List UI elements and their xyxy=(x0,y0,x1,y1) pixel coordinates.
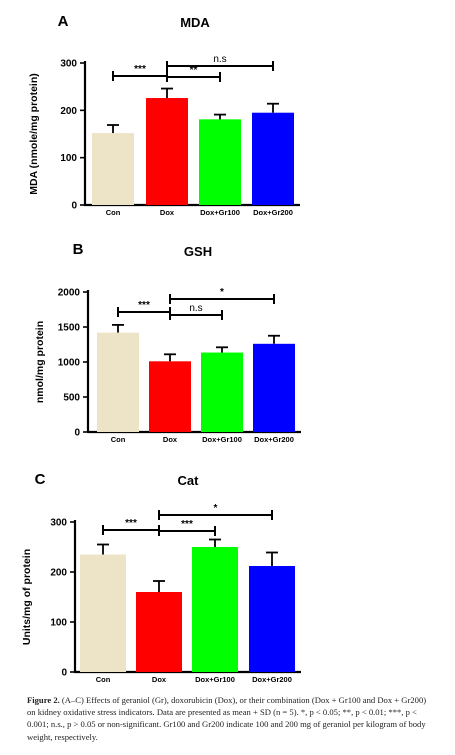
panel-c-bar-doxgr200 xyxy=(249,566,295,672)
panel-b-bar-doxgr200 xyxy=(253,343,295,432)
panel-a-sig-label: n.s xyxy=(213,54,226,65)
panel-c-y-tick-label: 200 xyxy=(50,568,67,579)
panel-b-sig-label: *** xyxy=(138,300,150,311)
panel-a-category-label: Dox xyxy=(160,208,175,217)
panel-b-y-tick-label: 2000 xyxy=(58,288,81,299)
panel-a-bar-doxgr200 xyxy=(252,112,294,205)
panel-a-sig-label: ** xyxy=(190,65,198,76)
panel-c-y-tick-label: 0 xyxy=(61,668,67,679)
panel-c-category-label: Con xyxy=(96,675,111,684)
panel-a-letter: A xyxy=(58,13,69,30)
panel-b-bar-doxgr100 xyxy=(201,352,243,432)
panel-b-y-tick-label: 1500 xyxy=(58,323,81,334)
panel-a-category-label: Con xyxy=(106,208,121,217)
panel-b-category-label: Dox+Gr200 xyxy=(254,435,294,444)
panel-c-title: Cat xyxy=(178,473,200,488)
panel-c-category-label: Dox xyxy=(152,675,167,684)
panel-b-letter: B xyxy=(73,241,84,258)
panel-a-bar-con xyxy=(92,133,134,205)
panel-c-y-tick-label: 300 xyxy=(50,518,67,529)
figure-canvas: A MDA 0 100 200 300 MDA (nmole/mg protein) Con D… xyxy=(21,13,301,684)
panel-a-bar-doxgr100 xyxy=(199,119,241,205)
panel-b-category-label: Con xyxy=(111,435,126,444)
panel-a-y-tick-label: 300 xyxy=(60,59,77,70)
caption-label: Figure 2. xyxy=(27,695,60,705)
panel-c-category-label: Dox+Gr200 xyxy=(252,675,292,684)
panel-c-bar-dox xyxy=(136,592,182,672)
panel-b-bar-dox xyxy=(149,361,191,432)
panel-a-title: MDA xyxy=(180,15,210,30)
panel-c-bar-doxgr100 xyxy=(192,547,238,672)
panel-b-sig-label: * xyxy=(220,287,224,298)
panel-b-category-label: Dox xyxy=(163,435,178,444)
panel-a-y-tick-label: 0 xyxy=(71,201,77,212)
panel-a-y-tick-label: 100 xyxy=(60,153,77,164)
panel-b-y-axis-label: nmol/mg protein xyxy=(34,321,46,403)
figure-caption: Figure 2. (A–C) Effects of geraniol (Gr)… xyxy=(27,694,432,743)
panel-c-bar-con xyxy=(80,554,126,672)
panel-b-y-tick-label: 500 xyxy=(63,393,80,404)
panel-c-y-tick-label: 100 xyxy=(50,618,67,629)
panel-c-letter: C xyxy=(35,471,46,488)
panel-a-y-tick-label: 200 xyxy=(60,106,77,117)
caption-text: (A–C) Effects of geraniol (Gr), doxorubi… xyxy=(27,695,427,742)
panel-c-category-label: Dox+Gr100 xyxy=(195,675,235,684)
panel-b-category-label: Dox+Gr100 xyxy=(202,435,242,444)
panel-c-y-axis-label: Units/mg of protein xyxy=(21,549,33,645)
panel-c-sig-label: * xyxy=(214,503,218,514)
panel-b-y-tick-label: 1000 xyxy=(58,358,81,369)
panel-a-bar-dox xyxy=(146,98,188,205)
panel-c-sig-label: *** xyxy=(125,518,137,529)
panel-a-category-label: Dox+Gr100 xyxy=(200,208,240,217)
panel-b-title: GSH xyxy=(184,244,212,259)
panel-b-bar-con xyxy=(97,332,139,432)
panel-a-category-label: Dox+Gr200 xyxy=(253,208,293,217)
panel-b-sig-label: n.s xyxy=(189,303,202,314)
panel-c-sig-label: *** xyxy=(181,519,193,530)
panel-b-y-tick-label: 0 xyxy=(74,428,80,439)
panel-a-sig-label: *** xyxy=(134,64,146,75)
panel-a-y-axis-label: MDA (nmole/mg protein) xyxy=(28,73,40,195)
